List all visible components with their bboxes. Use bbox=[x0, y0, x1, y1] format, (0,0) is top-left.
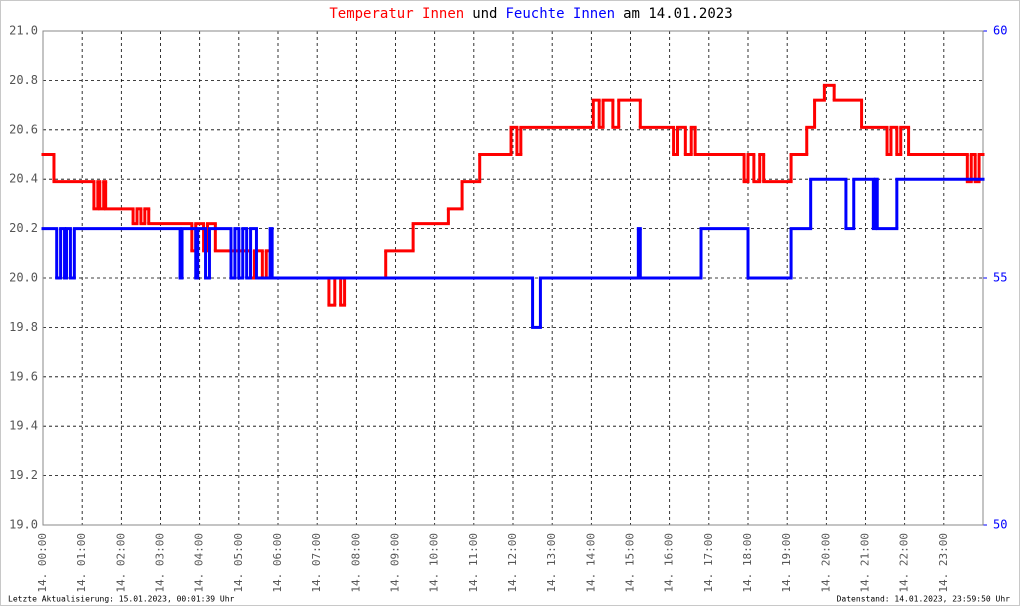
x-tick-label: 14. 20:00 bbox=[819, 533, 832, 593]
footer-right: Datenstand: 14.01.2023, 23:59:50 Uhr bbox=[837, 595, 1011, 604]
y-tick-label: 19.0 bbox=[9, 518, 38, 532]
y-tick-label: 19.2 bbox=[9, 468, 38, 482]
x-tick-label: 14. 08:00 bbox=[349, 533, 362, 593]
y-tick-label: 20.4 bbox=[9, 172, 38, 186]
y-tick-label: 20.2 bbox=[9, 221, 38, 235]
y-tick-label: 19.6 bbox=[9, 369, 38, 383]
x-tick-label: 14. 16:00 bbox=[663, 533, 676, 593]
y-tick-label: 21.0 bbox=[9, 24, 38, 38]
title-part: Feuchte Innen bbox=[506, 6, 616, 22]
title-part: Temperatur Innen bbox=[329, 6, 464, 22]
y-tick-label: 20.0 bbox=[9, 271, 38, 285]
x-tick-label: 14. 01:00 bbox=[75, 533, 88, 593]
y-tick-label: 20.6 bbox=[9, 122, 38, 136]
x-tick-label: 14. 04:00 bbox=[193, 533, 206, 593]
x-tick-label: 14. 15:00 bbox=[624, 533, 637, 593]
footer-left: Letzte Aktualisierung: 15.01.2023, 00:01… bbox=[8, 595, 235, 604]
y2-tick-label: 50 bbox=[993, 518, 1007, 532]
x-tick-label: 14. 05:00 bbox=[232, 533, 245, 593]
x-tick-label: 14. 19:00 bbox=[780, 533, 793, 593]
plot-frame bbox=[42, 30, 984, 526]
x-tick-label: 14. 11:00 bbox=[467, 533, 480, 593]
x-tick-label: 14. 14:00 bbox=[584, 533, 597, 593]
x-tick-label: 14. 09:00 bbox=[389, 533, 402, 593]
x-tick-label: 14. 22:00 bbox=[898, 533, 911, 593]
y2-tick-label: 60 bbox=[993, 24, 1007, 38]
x-tick-label: 14. 00:00 bbox=[36, 533, 49, 593]
y-tick-label: 20.8 bbox=[9, 73, 38, 87]
x-tick-label: 14. 07:00 bbox=[310, 533, 323, 593]
x-tick-label: 14. 17:00 bbox=[702, 533, 715, 593]
x-tick-label: 14. 10:00 bbox=[428, 533, 441, 593]
x-tick-label: 14. 12:00 bbox=[506, 533, 519, 593]
x-tick-label: 14. 03:00 bbox=[154, 533, 167, 593]
y2-tick-label: 55 bbox=[993, 271, 1007, 285]
x-tick-label: 14. 13:00 bbox=[545, 533, 558, 593]
x-tick-label: 14. 21:00 bbox=[859, 533, 872, 593]
title-part: und bbox=[472, 6, 497, 22]
x-tick-label: 14. 06:00 bbox=[271, 533, 284, 593]
y-tick-label: 19.4 bbox=[9, 419, 38, 433]
y-tick-label: 19.8 bbox=[9, 320, 38, 334]
x-tick-label: 14. 18:00 bbox=[741, 533, 754, 593]
chart-title: Temperatur Innen und Feuchte Innen am 14.01… bbox=[329, 6, 732, 22]
x-tick-label: 14. 02:00 bbox=[114, 533, 127, 593]
title-part: am 14.01.2023 bbox=[623, 6, 733, 22]
x-tick-label: 14. 23:00 bbox=[937, 533, 950, 593]
